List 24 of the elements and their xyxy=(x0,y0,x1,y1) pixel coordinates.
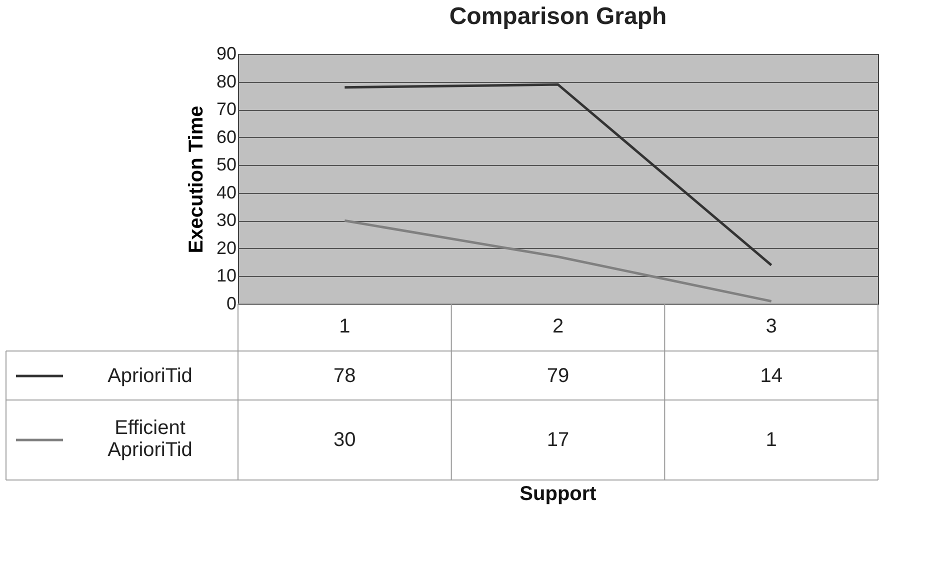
y-tick-label: 90 xyxy=(216,44,236,64)
x-tick-label: 1 xyxy=(339,316,350,338)
y-tick-label: 50 xyxy=(216,154,236,175)
x-tick-label: 2 xyxy=(552,316,564,338)
y-tick-label: 10 xyxy=(216,266,236,286)
y-tick-label: 40 xyxy=(216,182,236,202)
y-tick-label: 30 xyxy=(216,210,236,230)
data-label: 14 xyxy=(760,365,782,387)
data-label: 30 xyxy=(334,429,356,451)
y-axis-title: Execution Time xyxy=(185,106,208,254)
legend-label: Efficient AprioriTid xyxy=(108,417,192,461)
y-tick-label: 60 xyxy=(216,126,236,147)
text: Support xyxy=(520,483,597,505)
data-label: 1 xyxy=(766,429,777,451)
x-tick-label: 3 xyxy=(766,316,777,338)
y-tick-label: 0 xyxy=(226,294,236,314)
y-tick-label: 80 xyxy=(216,71,236,92)
y-tick-label: 20 xyxy=(216,238,236,258)
data-label: 17 xyxy=(546,429,570,451)
data-label: 79 xyxy=(546,365,570,387)
y-tick-label: 70 xyxy=(216,99,236,120)
legend-label: AprioriTid xyxy=(108,365,192,387)
data-label: 78 xyxy=(334,365,356,387)
chart-title: Comparison Graph xyxy=(449,3,667,30)
